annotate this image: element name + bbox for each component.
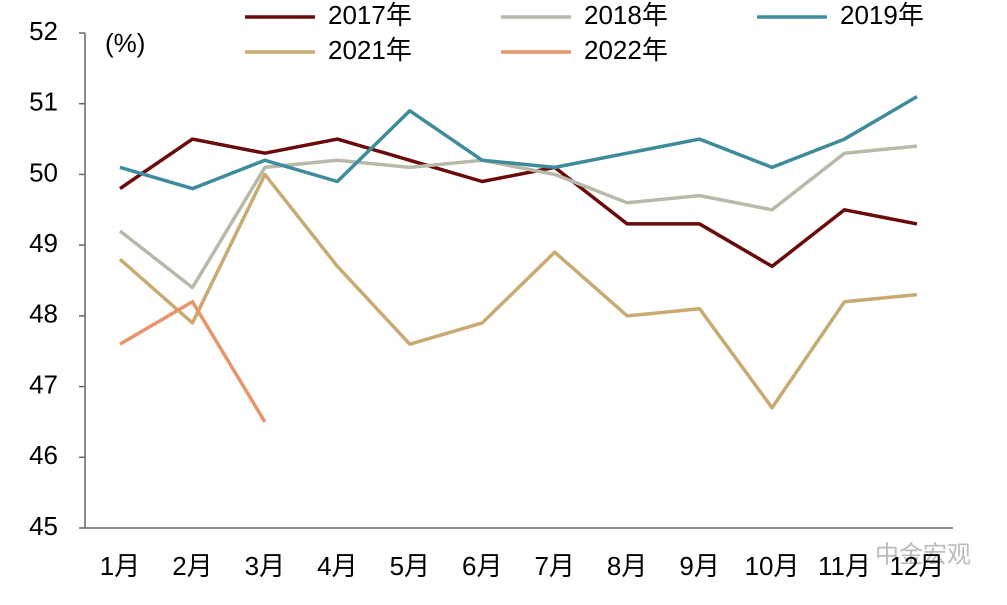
x-tick-label: 5月	[390, 551, 430, 581]
x-tick-label: 2月	[172, 551, 212, 581]
legend-label: 2019年	[840, 0, 924, 30]
y-tick-label: 45	[29, 511, 58, 541]
y-tick-label: 46	[29, 440, 58, 470]
unit-label: (%)	[105, 28, 145, 58]
y-tick-label: 51	[29, 87, 58, 117]
x-tick-label: 1月	[100, 551, 140, 581]
series-line	[119, 95, 918, 191]
series-line	[118, 172, 918, 410]
legend-label: 2022年	[584, 35, 668, 65]
x-tick-label: 6月	[462, 551, 502, 581]
y-tick-label: 48	[29, 299, 58, 329]
y-tick-label: 50	[29, 157, 58, 187]
x-tick-label: 12月	[889, 551, 944, 581]
x-tick-label: 9月	[679, 551, 719, 581]
legend-label: 2018年	[584, 0, 668, 30]
x-tick-label: 8月	[607, 551, 647, 581]
series-line	[119, 299, 267, 423]
y-tick-label: 47	[29, 369, 58, 399]
series-line	[119, 137, 918, 269]
series-line	[118, 144, 918, 290]
legend-label: 2021年	[328, 35, 412, 65]
legend-label: 2017年	[328, 0, 412, 30]
x-tick-label: 11月	[818, 551, 871, 581]
x-tick-label: 4月	[317, 551, 357, 581]
y-tick-label: 49	[29, 228, 58, 258]
watermark: 中金宏观	[875, 541, 971, 568]
x-tick-label: 10月	[745, 551, 800, 581]
x-tick-label: 3月	[245, 551, 285, 581]
y-tick-label: 52	[29, 16, 58, 46]
x-tick-label: 7月	[534, 551, 574, 581]
